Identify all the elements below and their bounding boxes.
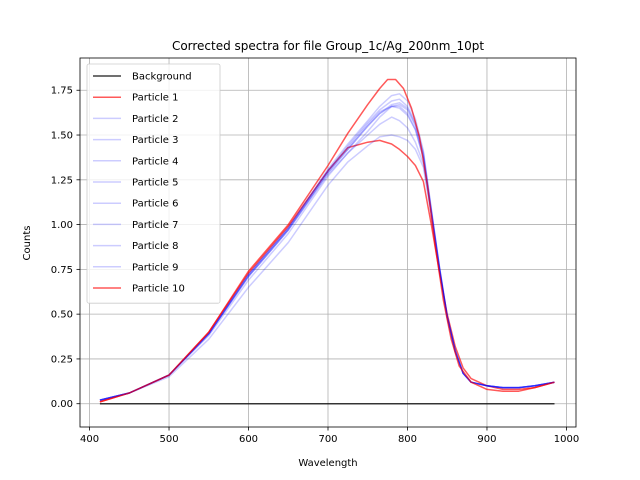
x-axis-ticks: 400 500 600 700 800 900 1000 bbox=[80, 427, 579, 445]
x-tick-label: 500 bbox=[159, 434, 178, 445]
y-tick-label: 1.50 bbox=[51, 131, 73, 142]
y-tick-label: 1.25 bbox=[51, 175, 73, 186]
y-tick-label: 0.00 bbox=[51, 399, 73, 410]
x-tick-label: 900 bbox=[477, 434, 496, 445]
y-axis-ticks: 0.00 0.25 0.50 0.75 1.00 1.25 1.50 1.75 bbox=[51, 86, 80, 410]
x-axis-label: Wavelength bbox=[298, 458, 357, 469]
legend: Background Particle 1 Particle 2 Particle 3… bbox=[86, 63, 221, 304]
legend-label: Particle 2 bbox=[132, 114, 179, 125]
series-line-particle-7 bbox=[99, 105, 555, 401]
series-line-particle-8 bbox=[99, 134, 555, 401]
series-line-particle-10 bbox=[99, 78, 555, 403]
series-lines bbox=[99, 78, 555, 405]
legend-label: Particle 5 bbox=[132, 178, 179, 189]
y-tick-label: 0.25 bbox=[51, 354, 73, 365]
y-tick-label: 1.00 bbox=[51, 220, 73, 231]
legend-label: Particle 8 bbox=[132, 241, 179, 252]
legend-label: Particle 10 bbox=[132, 284, 185, 295]
legend-label: Particle 1 bbox=[132, 93, 179, 104]
y-tick-label: 0.75 bbox=[51, 265, 73, 276]
chart-title: Corrected spectra for file Group_1c/Ag_2… bbox=[172, 39, 484, 53]
x-tick-label: 600 bbox=[239, 434, 258, 445]
legend-box bbox=[86, 63, 221, 304]
series-line-particle-5 bbox=[99, 103, 555, 401]
legend-label: Particle 6 bbox=[132, 199, 179, 210]
x-tick-label: 1000 bbox=[554, 434, 579, 445]
series-line-particle-6 bbox=[99, 102, 555, 401]
y-tick-label: 0.50 bbox=[51, 310, 73, 321]
legend-label: Particle 3 bbox=[132, 135, 179, 146]
y-tick-label: 1.75 bbox=[51, 86, 73, 97]
series-line-particle-1 bbox=[99, 139, 555, 403]
series-line-particle-2 bbox=[99, 116, 555, 401]
legend-label: Particle 9 bbox=[132, 262, 179, 273]
x-tick-label: 400 bbox=[80, 434, 99, 445]
series-line-particle-3 bbox=[99, 98, 555, 401]
x-tick-label: 800 bbox=[398, 434, 417, 445]
series-line-particle-9 bbox=[99, 105, 555, 401]
legend-label: Background bbox=[132, 72, 192, 83]
y-axis-label: Counts bbox=[22, 226, 33, 261]
legend-label: Particle 7 bbox=[132, 220, 179, 231]
x-tick-label: 700 bbox=[318, 434, 337, 445]
legend-label: Particle 4 bbox=[132, 156, 179, 167]
